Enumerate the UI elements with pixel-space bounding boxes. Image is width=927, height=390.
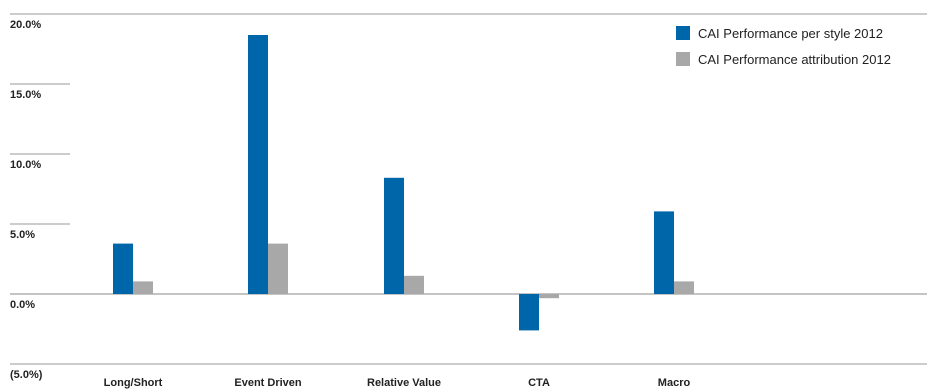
bar-attribution-2 bbox=[404, 275, 424, 294]
y-tick-label: 10.0% bbox=[10, 159, 41, 171]
x-category-label: CTA bbox=[528, 377, 550, 389]
bar-attribution-0 bbox=[133, 281, 153, 294]
x-category-label: Macro bbox=[658, 377, 691, 389]
y-tick-label: 15.0% bbox=[10, 89, 41, 101]
gridlines bbox=[10, 13, 927, 365]
x-category-label: Relative Value bbox=[367, 377, 441, 389]
bar-performance-2 bbox=[384, 177, 404, 294]
bar-attribution-4 bbox=[674, 281, 694, 294]
bar-performance-3 bbox=[519, 294, 539, 331]
legend: CAI Performance per style 2012 CAI Perfor… bbox=[676, 26, 891, 67]
bar-performance-0 bbox=[113, 243, 133, 294]
legend-label-1: CAI Performance attribution 2012 bbox=[698, 52, 891, 67]
x-category-label: Long/Short bbox=[104, 377, 163, 389]
legend-label-0: CAI Performance per style 2012 bbox=[698, 26, 883, 41]
y-tick-label: 20.0% bbox=[10, 19, 41, 31]
x-axis-category-labels: Long/Short Event Driven Relative Value CTA M… bbox=[104, 377, 691, 389]
bars bbox=[113, 35, 694, 331]
bar-performance-1 bbox=[248, 35, 268, 294]
y-axis-tick-labels: 20.0% 15.0% 10.0% 5.0% 0.0% (5.0%) bbox=[10, 19, 43, 381]
legend-swatch-1 bbox=[676, 52, 690, 66]
y-tick-label: (5.0%) bbox=[10, 369, 43, 381]
y-tick-label: 0.0% bbox=[10, 299, 35, 311]
bar-attribution-3 bbox=[539, 294, 559, 299]
bar-performance-4 bbox=[654, 211, 674, 294]
y-tick-label: 5.0% bbox=[10, 229, 35, 241]
x-category-label: Event Driven bbox=[234, 377, 302, 389]
bar-attribution-1 bbox=[268, 243, 288, 294]
legend-swatch-0 bbox=[676, 26, 690, 40]
